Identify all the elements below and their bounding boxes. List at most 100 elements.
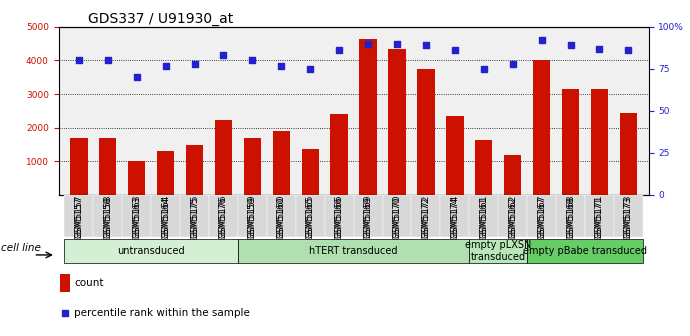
Text: GSM5161: GSM5161 <box>480 197 489 241</box>
Text: GSM5169: GSM5169 <box>364 195 373 238</box>
Bar <box>446 116 464 195</box>
Bar <box>273 131 290 195</box>
Bar <box>382 195 411 237</box>
Point <box>276 63 287 68</box>
Point <box>189 61 200 67</box>
Bar <box>93 195 122 237</box>
Bar <box>440 195 469 237</box>
Bar <box>151 195 180 237</box>
Text: GSM5165: GSM5165 <box>306 197 315 241</box>
Text: percentile rank within the sample: percentile rank within the sample <box>75 308 250 318</box>
Point <box>160 63 171 68</box>
Text: GSM5170: GSM5170 <box>393 195 402 238</box>
Bar <box>122 195 151 237</box>
Bar <box>475 140 493 195</box>
Text: GSM5172: GSM5172 <box>422 197 431 240</box>
Text: GSM5164: GSM5164 <box>161 195 170 238</box>
Point <box>247 58 258 63</box>
Text: GSM5163: GSM5163 <box>132 197 141 241</box>
Point <box>391 41 402 46</box>
Bar <box>411 195 440 237</box>
Text: GSM5165: GSM5165 <box>306 195 315 238</box>
Bar <box>504 155 522 195</box>
Text: GSM5162: GSM5162 <box>508 195 518 238</box>
Point <box>218 53 229 58</box>
Bar <box>186 145 204 195</box>
Text: GSM5176: GSM5176 <box>219 197 228 241</box>
Bar <box>527 195 556 237</box>
Text: hTERT transduced: hTERT transduced <box>309 246 398 256</box>
Bar <box>302 149 319 195</box>
Bar <box>238 239 469 263</box>
Text: GSM5171: GSM5171 <box>595 195 604 238</box>
Text: GSM5159: GSM5159 <box>248 197 257 241</box>
Bar <box>533 60 551 195</box>
Bar <box>180 195 209 237</box>
Text: empty pBabe transduced: empty pBabe transduced <box>523 246 647 256</box>
Text: GSM5162: GSM5162 <box>508 197 518 240</box>
Text: GSM5174: GSM5174 <box>451 195 460 238</box>
Text: GSM5157: GSM5157 <box>75 195 83 238</box>
Bar <box>469 195 498 237</box>
Text: count: count <box>75 278 104 288</box>
Text: GSM5163: GSM5163 <box>132 195 141 238</box>
Text: GSM5167: GSM5167 <box>537 197 546 241</box>
Text: GSM5172: GSM5172 <box>422 195 431 238</box>
Bar <box>157 151 175 195</box>
Bar <box>99 138 117 195</box>
Text: GSM5176: GSM5176 <box>219 195 228 238</box>
Text: GSM5157: GSM5157 <box>75 197 83 241</box>
Point <box>131 75 142 80</box>
Bar <box>527 239 643 263</box>
Bar <box>614 195 643 237</box>
Point <box>536 38 547 43</box>
Bar <box>238 195 267 237</box>
Text: GSM5171: GSM5171 <box>595 197 604 241</box>
Text: GSM5159: GSM5159 <box>248 195 257 238</box>
Text: GSM5160: GSM5160 <box>277 195 286 238</box>
Bar <box>64 195 93 237</box>
Text: empty pLXSN
transduced: empty pLXSN transduced <box>465 240 531 262</box>
Point <box>102 58 113 63</box>
Bar <box>591 89 608 195</box>
Text: GSM5168: GSM5168 <box>566 197 575 241</box>
Text: GSM5158: GSM5158 <box>104 197 112 241</box>
Bar <box>209 195 238 237</box>
Bar <box>359 39 377 195</box>
Text: GSM5170: GSM5170 <box>393 197 402 241</box>
Bar <box>556 195 585 237</box>
Point <box>623 48 634 53</box>
Bar <box>128 161 146 195</box>
Bar <box>244 138 261 195</box>
Bar <box>353 195 382 237</box>
Text: GSM5166: GSM5166 <box>335 195 344 238</box>
Point <box>362 41 373 46</box>
Text: GSM5160: GSM5160 <box>277 197 286 241</box>
Bar <box>585 195 614 237</box>
Bar <box>61 274 70 292</box>
Text: GSM5167: GSM5167 <box>537 195 546 238</box>
Point <box>594 46 605 51</box>
Text: GSM5164: GSM5164 <box>161 197 170 240</box>
Bar <box>64 239 238 263</box>
Point <box>449 48 460 53</box>
Text: GSM5161: GSM5161 <box>480 195 489 238</box>
Point <box>59 310 70 316</box>
Text: GSM5168: GSM5168 <box>566 195 575 238</box>
Bar <box>331 114 348 195</box>
Text: GSM5173: GSM5173 <box>624 195 633 238</box>
Text: GSM5169: GSM5169 <box>364 197 373 241</box>
Point <box>334 48 345 53</box>
Text: GSM5174: GSM5174 <box>451 197 460 240</box>
Bar <box>498 195 527 237</box>
Text: cell line: cell line <box>1 243 41 253</box>
Point <box>305 66 316 72</box>
Bar <box>469 239 527 263</box>
Text: GDS337 / U91930_at: GDS337 / U91930_at <box>88 12 233 26</box>
Text: GSM5158: GSM5158 <box>104 195 112 238</box>
Point <box>73 58 84 63</box>
Text: GSM5175: GSM5175 <box>190 197 199 241</box>
Bar <box>325 195 354 237</box>
Point <box>565 43 576 48</box>
Bar <box>417 69 435 195</box>
